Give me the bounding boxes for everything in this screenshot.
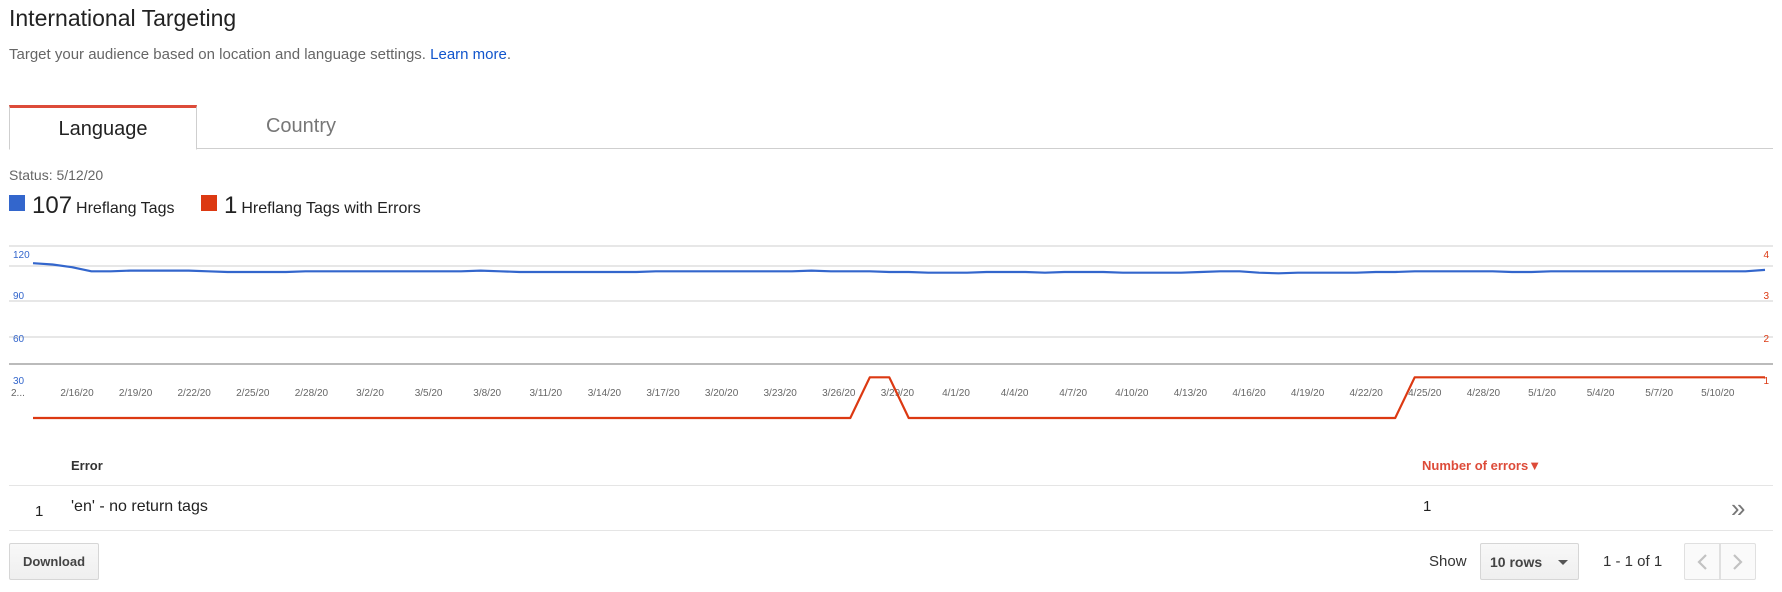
- x-axis-tick-label: 5/4/20: [1587, 388, 1615, 399]
- double-chevron-right-icon[interactable]: »: [1731, 493, 1746, 523]
- x-axis-tick-label: 4/4/20: [1001, 388, 1029, 399]
- x-axis-tick-label: 3/8/20: [473, 388, 501, 399]
- x-axis-tick-label: 2/16/20: [60, 388, 94, 399]
- series-line-hreflang-tags: [32, 262, 1766, 275]
- sort-arrow-icon: ▼: [1528, 458, 1542, 473]
- caret-down-icon: [1558, 560, 1568, 565]
- row-error: 'en' - no return tags: [71, 498, 208, 515]
- x-axis-tick-label: 3/23/20: [764, 388, 798, 399]
- x-axis-tick-label: 3/14/20: [588, 388, 622, 399]
- legend-label: Hreflang Tags: [76, 200, 175, 217]
- x-axis-tick-label: 4/28/20: [1467, 388, 1501, 399]
- x-axis-tick-label: 5/7/20: [1645, 388, 1673, 399]
- chevron-left-icon: [1697, 554, 1707, 570]
- rows-per-page-select[interactable]: 10 rows: [1480, 543, 1579, 580]
- page-subtitle: Target your audience based on location a…: [9, 46, 511, 63]
- x-axis-tick-label: 3/11/20: [529, 388, 562, 399]
- x-axis-tick-label: 4/13/20: [1174, 388, 1208, 399]
- column-header-label: Number of errors: [1422, 458, 1529, 473]
- pagination-text: 1 - 1 of 1: [1603, 553, 1663, 570]
- left-axis-tick-label: 120: [13, 250, 30, 261]
- x-axis-tick-label: 2/19/20: [119, 388, 153, 399]
- x-axis-tick-label: 3/20/20: [705, 388, 739, 399]
- errors-table: Error Number of errors▼ 1 'en' - no retu…: [9, 446, 1773, 531]
- x-axis-tick-label: 4/1/20: [942, 388, 970, 399]
- page-title: International Targeting: [9, 5, 237, 31]
- right-axis-tick-label: 4: [1763, 250, 1769, 261]
- tab-language[interactable]: Language: [9, 105, 197, 150]
- x-axis-tick-label: 2/28/20: [295, 388, 329, 399]
- tab-country[interactable]: Country: [265, 115, 337, 137]
- legend-hreflang-tags[interactable]: 107 Hreflang Tags: [9, 192, 174, 220]
- legend-swatch-blue: [9, 195, 25, 211]
- next-page-button[interactable]: [1720, 543, 1756, 580]
- series-line-hreflang-errors: [33, 376, 1765, 420]
- x-axis-tick-label: 2/22/20: [178, 388, 212, 399]
- subtitle-period: .: [506, 46, 512, 63]
- row-count: 1: [1423, 498, 1432, 515]
- x-axis-tick-label: 3/26/20: [822, 388, 856, 399]
- column-header-number-of-errors[interactable]: Number of errors▼: [1422, 458, 1541, 473]
- column-header-error: Error: [71, 458, 103, 473]
- right-axis-tick-label: 3: [1763, 291, 1769, 302]
- learn-more-link[interactable]: Learn more: [430, 46, 507, 63]
- left-axis-tick-label: 90: [13, 291, 25, 302]
- x-axis-tick-label: 4/19/20: [1291, 388, 1325, 399]
- x-axis-tick-label: 4/7/20: [1059, 388, 1087, 399]
- legend-count: 107: [32, 192, 73, 219]
- status-date: Status: 5/12/20: [9, 167, 104, 183]
- chevron-right-icon: [1733, 554, 1743, 570]
- x-axis-tick-label: 3/5/20: [415, 388, 443, 399]
- show-label: Show: [1429, 553, 1467, 570]
- x-axis-tick-label: 2/25/20: [236, 388, 270, 399]
- x-axis-tick-label: 3/17/20: [646, 388, 680, 399]
- download-button[interactable]: Download: [9, 543, 99, 580]
- previous-page-button[interactable]: [1684, 543, 1720, 580]
- hreflang-line-chart: 120 90 60 30 4 3 2 1 2... 2/16/20 2/19/20 2/22/20 2/…: [9, 245, 1773, 420]
- x-axis-tick-label: 4/22/20: [1350, 388, 1384, 399]
- x-axis-tick-label: 4/25/20: [1408, 388, 1442, 399]
- left-axis-tick-label: 30: [13, 376, 25, 387]
- table-row[interactable]: 1 'en' - no return tags 1 »: [9, 486, 1773, 531]
- left-axis-tick-label: 60: [13, 334, 25, 345]
- legend-swatch-red: [201, 195, 217, 211]
- subtitle-text: Target your audience based on location a…: [9, 46, 426, 63]
- legend-hreflang-errors[interactable]: 1 Hreflang Tags with Errors: [201, 192, 421, 220]
- x-axis-tick-label: 5/10/20: [1701, 388, 1735, 399]
- right-axis-tick-label: 1: [1763, 376, 1769, 387]
- x-axis-tick-label: 2...: [11, 388, 25, 399]
- row-index: 1: [35, 503, 44, 520]
- x-axis-tick-label: 5/1/20: [1528, 388, 1556, 399]
- legend-label: Hreflang Tags with Errors: [241, 200, 421, 217]
- x-axis-tick-label: 4/10/20: [1115, 388, 1149, 399]
- tab-bar: Language Country: [9, 105, 1773, 150]
- right-axis-tick-label: 2: [1763, 334, 1769, 345]
- table-header: Error Number of errors▼: [9, 446, 1773, 486]
- rows-per-page-value: 10 rows: [1490, 554, 1543, 570]
- x-axis-tick-label: 3/2/20: [356, 388, 384, 399]
- legend-count: 1: [224, 192, 238, 219]
- x-axis-tick-label: 4/16/20: [1232, 388, 1266, 399]
